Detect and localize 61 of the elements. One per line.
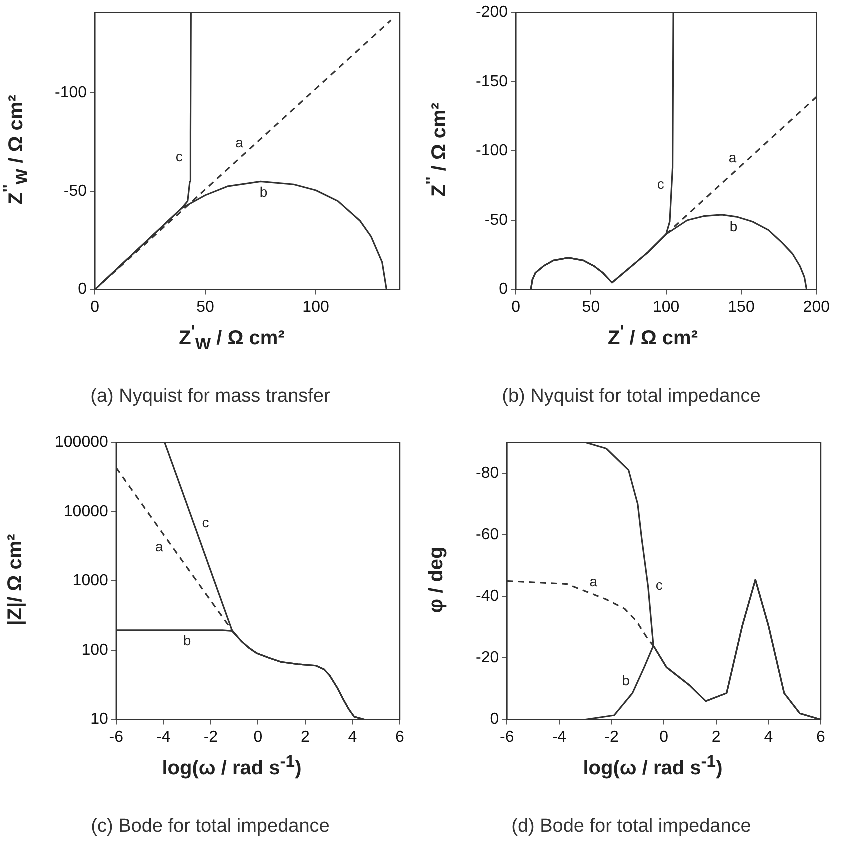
y-tick-label: -80 [476,464,500,482]
y-tick-label: -60 [476,526,500,544]
series-label: b [730,218,738,234]
y-tick-label: -150 [476,73,508,90]
series-label: a [590,574,598,590]
x-tick-label: -6 [109,728,124,746]
y-tick-label: 10 [90,711,108,728]
series-label: b [260,184,268,200]
y-axis-title: φ / deg [426,546,448,614]
x-tick-label: 0 [660,728,669,746]
series-label: b [622,672,630,688]
x-tick-label: -2 [204,728,218,746]
text: (c) Bode for total impedance [90,816,331,838]
y-tick-label: -100 [476,142,508,160]
x-tick-label: 150 [728,298,755,316]
series-label: a [728,150,737,166]
x-tick-label: 4 [348,728,358,746]
x-tick-label: 4 [764,728,774,746]
x-tick-label: 50 [196,298,215,316]
x-axis-title: Z$^{'}$ / Ω cm² [606,322,699,351]
series-label: c [202,514,210,531]
x-tick-label: 6 [396,728,405,746]
x-tick-label: 200 [803,298,830,316]
y-tick-label: 10000 [64,503,108,520]
series-label: a [236,134,244,151]
x-axis-title: log(ω / rad s$^{-1}$) [161,752,303,781]
text: (b) Nyquist for total impedance [501,386,762,408]
x-tick-label: 2 [301,728,310,746]
x-tick-label: 100 [302,298,330,316]
series-label: a [155,538,164,554]
y-tick-label: 100000 [55,434,108,452]
x-axis-title: Z$^{'}$$_{W}$ / Ω cm² [178,322,286,355]
y-tick-label: 0 [499,281,508,298]
x-tick-label: -6 [500,728,514,746]
y-tick-label: -20 [476,650,500,667]
x-tick-label: -2 [604,728,619,746]
text: (a) Nyquist for mass transfer [90,386,332,408]
x-axis-title: log(ω / rad s$^{-1}$) [582,752,724,781]
x-tick-label: 0 [512,298,521,316]
series-label: b [183,632,192,648]
x-tick-label: 100 [652,298,680,316]
y-tick-label: 1000 [72,572,108,590]
x-tick-label: -4 [156,728,171,746]
x-tick-label: 6 [816,728,826,746]
y-axis-title: |Z|/ Ω cm² [4,534,28,626]
text: (d) Bode for total impedance [510,816,752,838]
y-tick-label: 100 [82,642,108,659]
x-tick-label: 50 [582,298,600,316]
x-tick-label: 2 [712,728,721,746]
y-tick-label: -50 [484,212,508,229]
y-tick-label: -200 [476,4,508,22]
series-label: c [656,577,663,594]
y-tick-label: 0 [490,711,500,728]
series-label: c [176,148,183,164]
y-tick-label: -100 [54,84,88,102]
y-tick-label: -50 [64,182,88,200]
series-label: c [657,176,664,192]
x-tick-label: 0 [254,728,263,746]
x-tick-label: -4 [552,728,567,746]
y-tick-label: -40 [476,588,500,606]
y-tick-label: 0 [78,281,88,298]
